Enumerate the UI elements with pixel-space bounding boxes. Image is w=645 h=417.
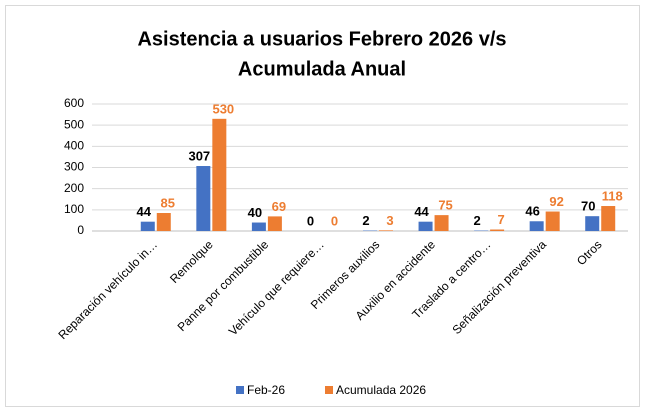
data-label: 7	[497, 212, 504, 227]
bar	[490, 230, 504, 231]
bar	[157, 213, 171, 231]
data-label: 70	[581, 199, 595, 214]
data-label: 44	[137, 204, 152, 219]
bar	[141, 222, 155, 231]
bar	[268, 216, 282, 231]
y-tick-label: 600	[64, 96, 84, 110]
bar	[196, 166, 210, 231]
legend-label: Feb-26	[247, 383, 285, 397]
bar	[252, 223, 266, 231]
bar	[435, 215, 449, 231]
chart-title: Acumulada Anual	[238, 58, 406, 80]
bar	[546, 212, 560, 231]
y-tick-label: 100	[64, 202, 84, 216]
bar	[585, 216, 599, 231]
data-label: 85	[161, 195, 175, 210]
data-label: 530	[212, 101, 234, 116]
y-tick-label: 300	[64, 160, 84, 174]
bar	[379, 230, 393, 231]
y-tick-label: 400	[64, 139, 84, 153]
data-label: 118	[602, 188, 623, 203]
data-label: 44	[414, 204, 429, 219]
data-label: 46	[525, 204, 539, 219]
data-label: 0	[307, 213, 314, 228]
legend-label: Acumulada 2026	[336, 383, 426, 397]
bar	[530, 221, 544, 231]
data-label: 92	[549, 194, 563, 209]
bar	[212, 119, 226, 231]
data-label: 307	[188, 148, 210, 163]
data-label: 40	[248, 205, 262, 220]
chart-title: Asistencia a usuarios Febrero 2026 v/s	[137, 28, 506, 50]
data-label: 69	[272, 199, 286, 214]
y-tick-label: 500	[64, 117, 84, 131]
y-tick-label: 200	[64, 181, 84, 195]
data-label: 0	[331, 213, 338, 228]
legend-swatch	[236, 386, 244, 394]
data-label: 2	[473, 213, 480, 228]
data-label: 75	[438, 198, 452, 213]
data-label: 2	[362, 213, 369, 228]
y-tick-label: 0	[77, 223, 84, 237]
bar	[419, 222, 433, 231]
legend-swatch	[325, 386, 333, 394]
data-label: 3	[386, 213, 393, 228]
bar	[601, 206, 615, 231]
